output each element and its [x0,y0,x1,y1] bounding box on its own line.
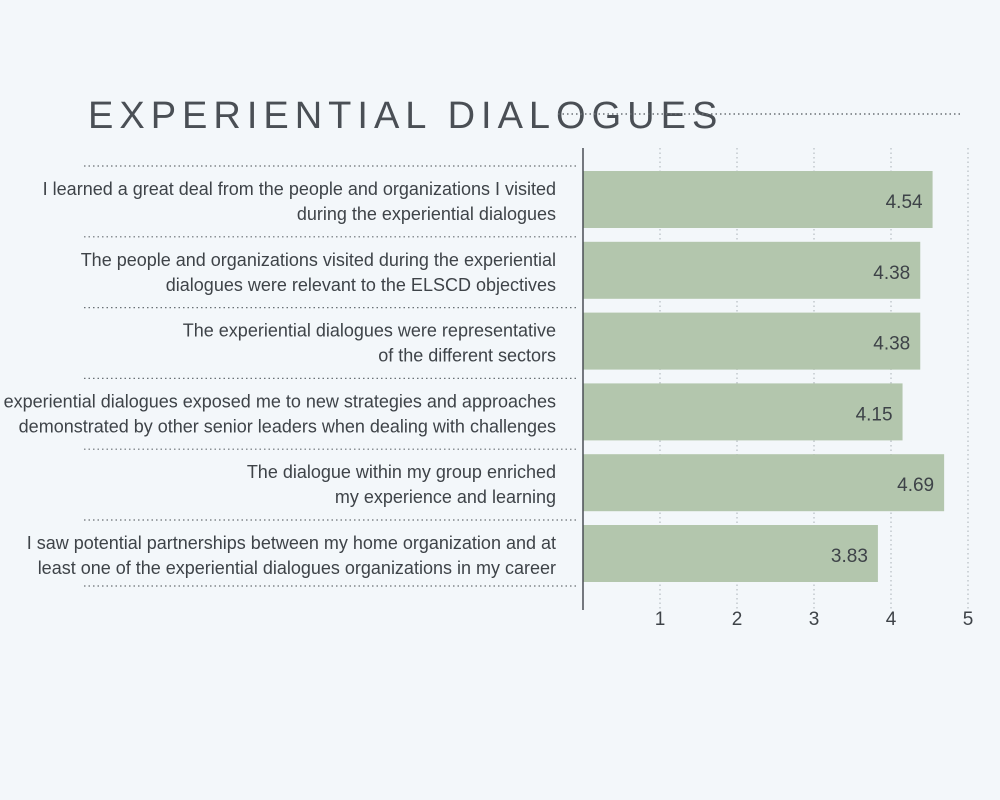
bar-4 [583,383,903,441]
category-label-line: The dialogue within my group enriched [247,462,556,482]
row-separators [84,165,578,587]
bar-3 [583,312,921,370]
x-tick-label-4: 4 [886,609,897,630]
value-label-4: 4.15 [856,404,893,425]
category-label-6: I saw potential partnerships between my … [27,533,556,578]
category-label-line: of the different sectors [378,346,556,366]
value-labels: 4.54 4.38 4.38 4.15 4.69 3.83 [831,192,934,567]
category-label-line: demonstrated by other senior leaders whe… [19,416,556,436]
value-label-5: 4.69 [897,475,934,496]
category-label-5: The dialogue within my group enriched my … [247,462,556,507]
value-label-1: 4.54 [886,192,923,213]
x-tick-label-5: 5 [963,609,974,630]
value-label-2: 4.38 [873,263,910,284]
x-tick-label-3: 3 [809,609,820,630]
bar-1 [583,171,933,228]
bars [583,171,945,582]
x-tick-label-2: 2 [732,609,743,630]
bar-2 [583,241,921,299]
category-label-line: my experience and learning [335,487,556,507]
category-label-4: The experiential dialogues exposed me to… [0,391,556,436]
chart-title: EXPERIENTIAL DIALOGUES [88,95,723,137]
category-label-line: The experiential dialogues exposed me to… [0,391,556,411]
category-label-line: dialogues were relevant to the ELSCD obj… [166,275,556,295]
category-label-1: I learned a great deal from the people a… [43,179,556,224]
category-label-line: The people and organizations visited dur… [81,250,556,270]
category-label-line: I saw potential partnerships between my … [27,533,556,553]
category-label-2: The people and organizations visited dur… [81,250,556,295]
bar-5 [583,454,945,512]
category-label-line: during the experiential dialogues [297,204,556,224]
x-tick-label-1: 1 [655,609,666,630]
category-label-line: I learned a great deal from the people a… [43,179,556,199]
category-label-3: The experiential dialogues were represen… [183,321,556,366]
category-label-line: least one of the experiential dialogues … [38,558,556,578]
x-axis-ticks: 1 2 3 4 5 [655,609,974,630]
category-labels: I learned a great deal from the people a… [0,179,556,578]
value-label-3: 4.38 [873,334,910,355]
category-label-line: The experiential dialogues were represen… [183,321,556,341]
bar-6 [583,525,878,582]
value-label-6: 3.83 [831,546,868,567]
